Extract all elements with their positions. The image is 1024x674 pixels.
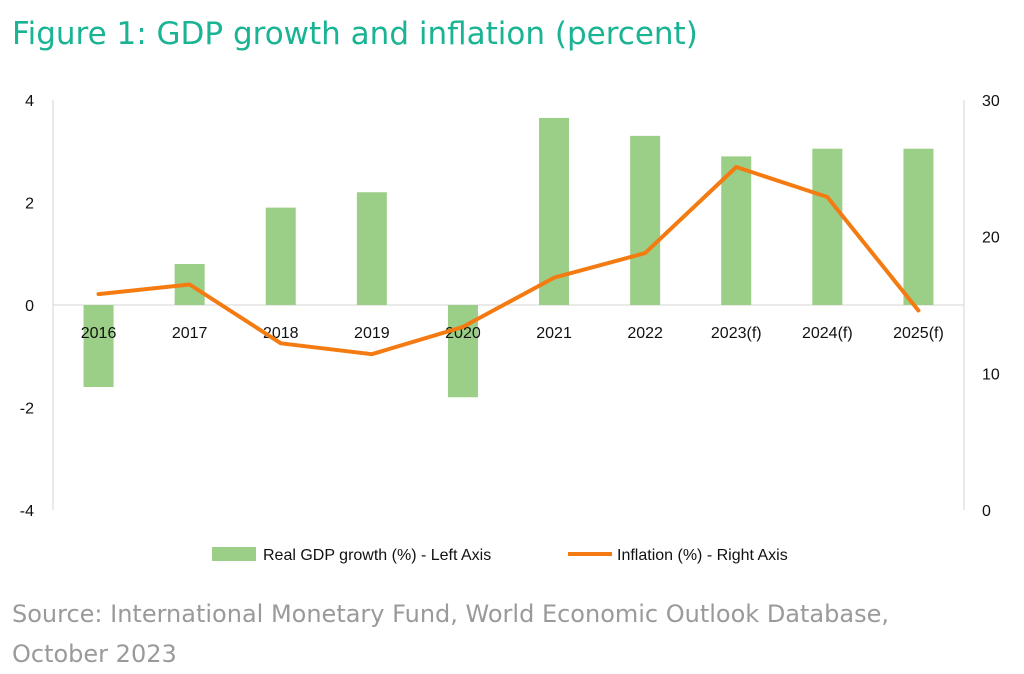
gdp-bar xyxy=(265,207,296,305)
category-label: 2024(f) xyxy=(802,325,853,342)
right-axis-ticks: 30 20 10 0 xyxy=(982,93,1000,520)
left-tick-label: -4 xyxy=(20,503,34,520)
category-label: 2019 xyxy=(354,325,390,342)
category-label: 2023(f) xyxy=(711,325,762,342)
gdp-bar xyxy=(83,305,114,387)
chart-title: Figure 1: GDP growth and inflation (perc… xyxy=(12,16,698,52)
category-label: 2025(f) xyxy=(893,325,944,342)
chart: 2016 2017 2018 2019 2020 2021 2022 2023(f) 2024(… xyxy=(20,93,1000,564)
legend-inflation-label: Inflation (%) - Right Axis xyxy=(617,547,788,564)
gdp-bar xyxy=(903,148,934,305)
category-label: 2016 xyxy=(81,325,117,342)
left-tick-label: 4 xyxy=(25,93,34,110)
right-tick-label: 0 xyxy=(982,503,991,520)
category-label: 2017 xyxy=(172,325,208,342)
source-note: Source: International Monetary Fund, Wor… xyxy=(12,600,889,668)
right-tick-label: 10 xyxy=(982,366,1000,383)
gdp-bar xyxy=(812,148,843,305)
gdp-bar xyxy=(721,156,752,305)
right-tick-label: 20 xyxy=(982,230,1000,247)
category-labels: 2016 2017 2018 2019 2020 2021 2022 2023(f) 2024(… xyxy=(81,325,944,342)
gdp-bars xyxy=(83,117,934,398)
left-tick-label: -2 xyxy=(20,401,34,418)
gdp-bar xyxy=(630,135,661,305)
legend-gdp-swatch xyxy=(212,547,256,561)
gdp-bar xyxy=(447,305,478,398)
legend: Real GDP growth (%) - Left Axis Inflatio… xyxy=(212,547,788,564)
left-tick-label: 2 xyxy=(25,196,34,213)
left-axis-ticks: 4 2 0 -2 -4 xyxy=(20,93,34,520)
left-tick-label: 0 xyxy=(25,298,34,315)
category-label: 2021 xyxy=(536,325,572,342)
right-tick-label: 30 xyxy=(982,93,1000,110)
gdp-bar xyxy=(356,192,387,305)
inflation-line xyxy=(96,165,921,357)
category-label: 2022 xyxy=(627,325,663,342)
legend-gdp-label: Real GDP growth (%) - Left Axis xyxy=(263,547,491,564)
